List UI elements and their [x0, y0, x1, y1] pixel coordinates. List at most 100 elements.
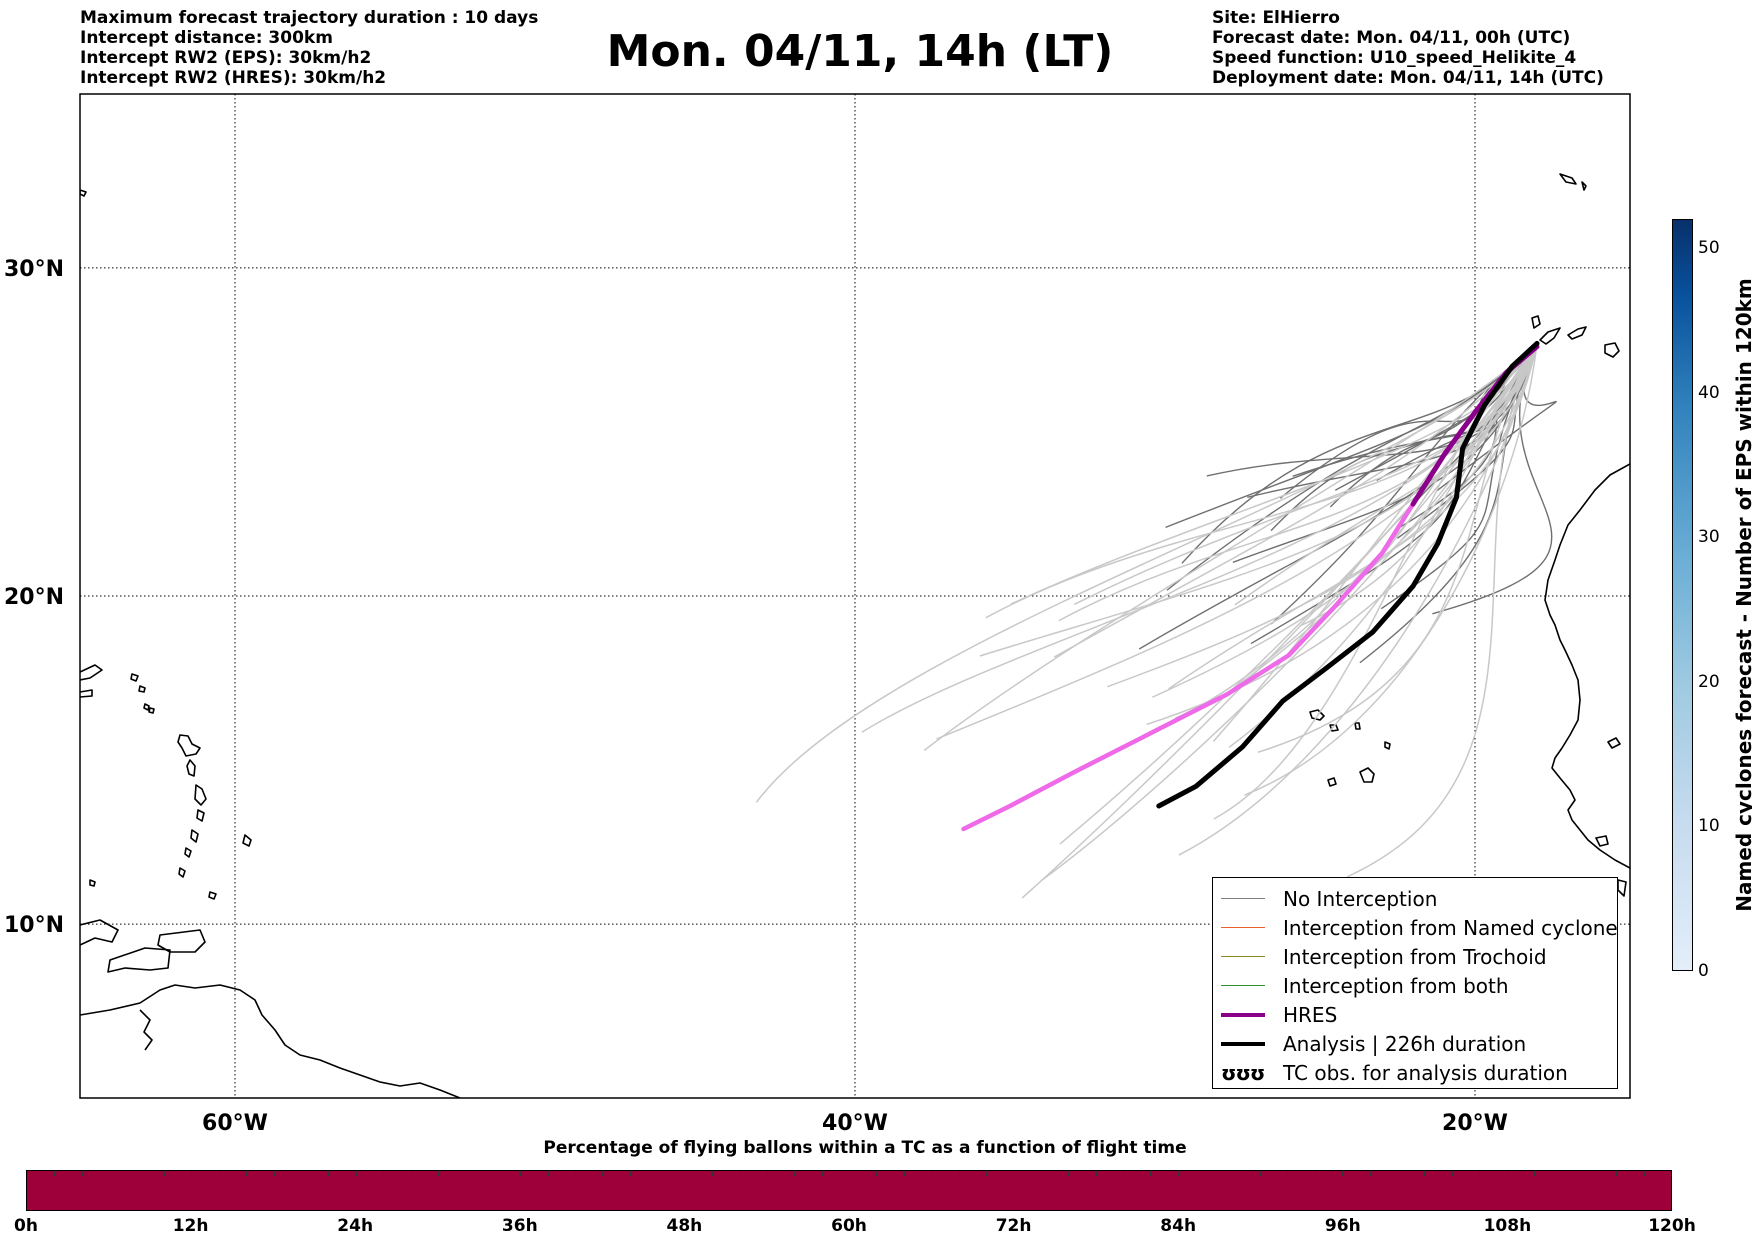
island-fuerteventura	[1539, 327, 1561, 345]
intercept-eps-text: Intercept RW2 (EPS): 30km/h2	[80, 48, 372, 68]
coast-africa	[1544, 463, 1630, 869]
bar-tick-mark	[410, 1171, 412, 1176]
island-13	[242, 834, 252, 847]
coast-venezuela-bay	[80, 919, 119, 946]
legend-label: No Interception	[1283, 886, 1438, 911]
bar-tick-mark	[383, 1171, 385, 1176]
coastlines	[80, 173, 1630, 1098]
forecast-date-text: Forecast date: Mon. 04/11, 00h (UTC)	[1212, 28, 1571, 48]
ensemble-track	[1021, 342, 1538, 899]
legend-item: Interception from Named cyclone	[1213, 913, 1618, 942]
bar-tick-mark	[1588, 1171, 1590, 1176]
bar-tick-mark	[1342, 1171, 1344, 1176]
island-lanzarote	[1567, 326, 1587, 340]
island-14	[89, 879, 96, 887]
time-tick-label: 24h	[337, 1216, 374, 1236]
time-tick-label: 0h	[14, 1216, 38, 1236]
island-madeira	[1559, 173, 1577, 185]
island-tenerife	[1531, 315, 1541, 329]
bar-tick-mark	[492, 1171, 494, 1176]
bar-tick-mark	[1424, 1171, 1426, 1176]
time-tick-label: 96h	[1324, 1216, 1361, 1236]
bar-tick-mark	[1643, 1171, 1645, 1176]
legend-swatch	[1221, 985, 1265, 986]
bar-tick-mark	[301, 1171, 302, 1176]
ensemble-track	[755, 342, 1538, 803]
deployment-date-text: Deployment date: Mon. 04/11, 14h (UTC)	[1212, 68, 1604, 88]
time-tick-label: 120h	[1648, 1216, 1696, 1236]
bar-tick-mark	[109, 1171, 111, 1176]
coast-paria	[107, 947, 171, 973]
bar-tick-mark	[438, 1171, 439, 1176]
coast-guyana	[139, 1009, 153, 1051]
bar-tick-mark	[766, 1171, 768, 1176]
bar-tick-mark	[1068, 1171, 1070, 1176]
bar-tick-mark	[712, 1171, 713, 1176]
ensemble-track	[1279, 342, 1538, 499]
island-1	[130, 673, 139, 682]
island-12	[208, 891, 217, 900]
legend-item: Analysis | 226h duration	[1213, 1029, 1617, 1058]
island-7	[194, 784, 207, 806]
bar-tick-mark	[136, 1171, 138, 1176]
lon-label: 40°W	[822, 1111, 888, 1136]
bar-tick-mark	[657, 1171, 659, 1176]
bar-tick-mark	[1397, 1171, 1398, 1176]
ensemble-track	[936, 343, 1538, 740]
legend-item: HRES	[1213, 1000, 1617, 1029]
legend-label: Analysis | 226h duration	[1283, 1031, 1527, 1056]
island-cv-3	[1359, 767, 1375, 783]
ensemble-track	[1220, 342, 1538, 699]
island-3	[143, 703, 150, 711]
bar-tick-mark	[876, 1171, 878, 1176]
legend-swatch	[1221, 1012, 1265, 1017]
bar-tick-mark	[1150, 1171, 1152, 1176]
island-10	[184, 847, 192, 858]
island-cv-5	[1354, 722, 1361, 730]
legend-item: Interception from Trochoid	[1213, 942, 1617, 971]
colorbar-tick: 50	[1698, 237, 1720, 258]
header-right-info: Site: ElHierro Forecast date: Mon. 04/11…	[1212, 8, 1604, 88]
bar-tick-mark	[1616, 1171, 1618, 1176]
bar-tick-mark	[273, 1171, 275, 1176]
bar-tick-mark	[547, 1171, 549, 1176]
bar-tick-mark	[1479, 1171, 1481, 1176]
bar-tick-mark	[602, 1171, 604, 1176]
bar-tick-mark	[191, 1171, 193, 1176]
time-tick-label: 84h	[1160, 1216, 1197, 1236]
ensemble-track	[1058, 342, 1538, 622]
coast-puerto-rico	[80, 689, 93, 698]
header-left-info: Maximum forecast trajectory duration : 1…	[80, 8, 538, 88]
time-tick-label: 36h	[501, 1216, 538, 1236]
ensemble-track	[1299, 342, 1538, 627]
bar-tick-mark	[1287, 1171, 1289, 1176]
bar-tick-mark	[1232, 1171, 1234, 1176]
legend: No Interception Interception from Named c…	[1212, 877, 1618, 1089]
bar-tick-mark	[1095, 1171, 1097, 1176]
percentage-bar	[26, 1170, 1672, 1211]
legend-swatch	[1221, 956, 1265, 957]
bar-tick-mark	[164, 1171, 165, 1176]
ensemble-track	[923, 342, 1538, 751]
bar-tick-mark	[520, 1171, 522, 1176]
island-madeira-2	[1581, 181, 1587, 191]
time-tick-label: 108h	[1483, 1216, 1532, 1236]
ensemble-track	[1270, 342, 1538, 532]
legend-item: Interception from both	[1213, 971, 1617, 1000]
legend-swatch	[1221, 898, 1265, 899]
ensemble-track	[1178, 343, 1538, 856]
bar-tick-mark	[684, 1171, 686, 1176]
bar-tick-mark	[575, 1171, 576, 1176]
island-cv-1	[1309, 709, 1325, 721]
bar-tick-mark	[1177, 1171, 1179, 1176]
cyclone-colorbar	[1672, 219, 1693, 971]
time-tick-label: 48h	[666, 1216, 703, 1236]
island-6	[186, 759, 196, 777]
lon-label: 60°W	[202, 1111, 268, 1136]
lat-label: 20°N	[4, 585, 64, 610]
ensemble-track	[1053, 342, 1538, 658]
island-15	[80, 189, 87, 197]
colorbar-tick: 20	[1698, 671, 1720, 692]
bar-tick-mark	[1451, 1171, 1453, 1176]
